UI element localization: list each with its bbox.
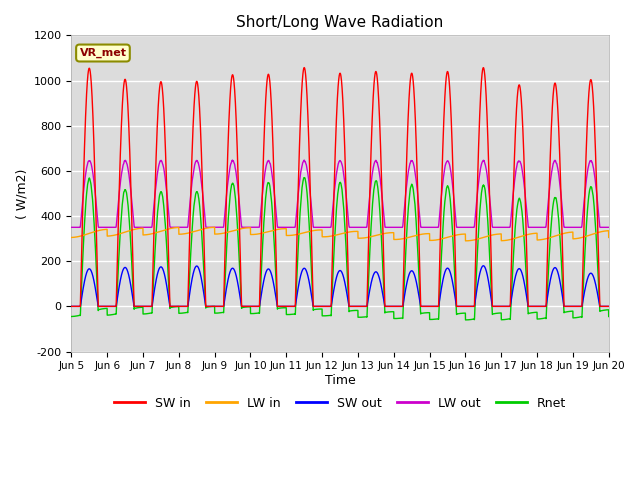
Y-axis label: ( W/m2): ( W/m2) bbox=[15, 168, 28, 218]
Legend: SW in, LW in, SW out, LW out, Rnet: SW in, LW in, SW out, LW out, Rnet bbox=[109, 392, 571, 415]
Title: Short/Long Wave Radiation: Short/Long Wave Radiation bbox=[236, 15, 444, 30]
X-axis label: Time: Time bbox=[324, 374, 355, 387]
Text: VR_met: VR_met bbox=[79, 48, 127, 58]
